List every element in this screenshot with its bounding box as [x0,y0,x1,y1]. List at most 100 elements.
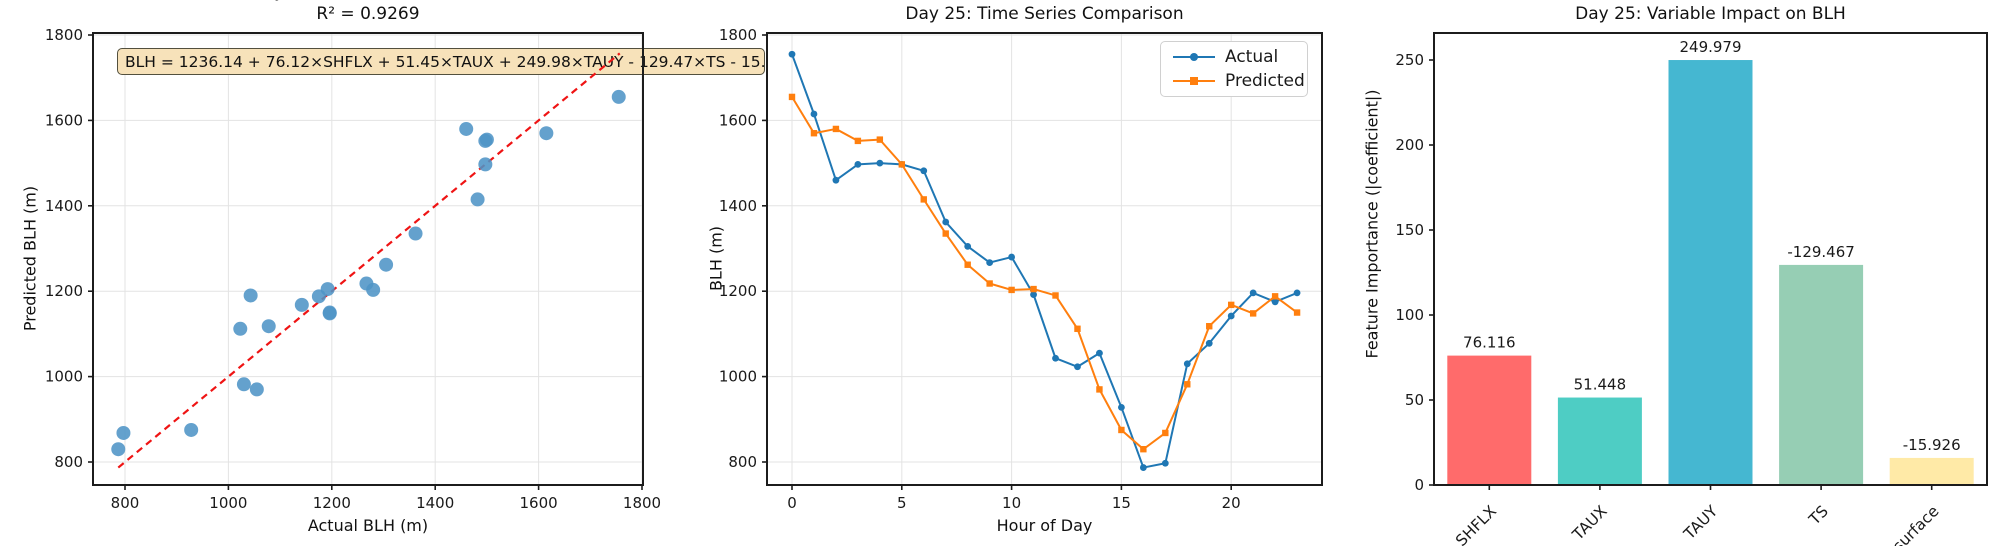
marker-circle [1030,291,1037,299]
series-line-actual [791,53,1298,469]
legend-row-actual: Actual [1173,47,1307,67]
bar-ts [1779,264,1864,485]
scatter-point [243,288,258,303]
tick-label-x: 1400 [416,494,454,512]
marker-square [1096,386,1103,393]
legend-label-predicted: Predicted [1225,71,1305,91]
bar-category-label: TS [1805,502,1832,529]
marker-square [810,130,818,137]
tick-label-y: 800 [728,453,757,471]
marker-circle [832,176,840,184]
marker-circle [1139,464,1147,471]
scatter-point [294,297,309,312]
tick-label-y: 0 [1414,476,1424,494]
marker-circle [810,110,818,118]
predicted-line-marker-icon [1173,76,1215,86]
middle-plot-ylabel: BLH (m) [706,225,726,292]
marker-circle [1271,298,1279,306]
marker-square [1249,310,1257,317]
left-plot-ylabel: Predicted BLH (m) [20,185,40,332]
tick-label-y: 150 [1395,221,1424,239]
tick-label-y: 1400 [719,197,757,215]
marker-circle [1008,253,1015,261]
tick-label-x: 1600 [520,494,558,512]
middle-plot-title: Day 25: Time Series Comparison [905,4,1184,24]
marker-square [1293,309,1301,316]
scatter-point [539,126,554,141]
right-plot-ylabel: Feature Importance (|coefficient|) [1362,89,1382,359]
scatter-point [111,442,126,457]
marker-circle [1096,349,1103,357]
marker-circle [986,259,994,266]
marker-square [1162,429,1169,437]
marker-circle [1118,403,1125,411]
marker-square [1184,381,1191,388]
marker-square [1052,292,1059,299]
marker-square [986,280,993,287]
tick-label-y: 200 [1395,136,1424,154]
scatter-point [236,377,251,392]
marker-square [898,161,905,168]
marker-square [1074,325,1081,332]
bar-category-label: SHFLX [1452,502,1500,546]
bar-shflx [1447,355,1532,485]
scatter-point [311,289,326,304]
scatter-point [470,192,485,207]
tick-label-x: 1200 [313,494,351,512]
marker-circle [1052,354,1059,362]
scatter-point [116,425,131,440]
marker-circle [942,218,950,226]
bar-value-label: -129.467 [1787,243,1854,261]
tick-label-y: 1200 [719,282,757,300]
bar-n2_surface [1889,457,1974,485]
marker-circle [854,160,862,168]
tick-label-x: 10 [1002,494,1021,512]
bar-tauy [1668,60,1753,485]
scatter-point [478,157,493,172]
marker-square [832,125,840,133]
marker-circle [788,50,796,58]
scatter-point [611,89,626,104]
bar-value-label: 249.979 [1679,38,1741,56]
marker-square [1228,301,1235,309]
tick-label-x: 0 [787,494,797,512]
tick-label-x: 20 [1222,494,1241,512]
bar-taux [1557,397,1642,485]
left-plot-xlabel: Actual BLH (m) [307,516,429,535]
marker-square [876,136,884,143]
marker-square [1008,286,1015,294]
bar-category-label: n2_surface [1870,502,1943,546]
scatter-point [322,305,337,320]
marker-circle [964,242,972,250]
marker-circle [1227,312,1235,320]
marker-circle [1205,339,1213,347]
marker-circle [1183,360,1191,368]
scatter-point [261,319,276,334]
tick-label-y: 1800 [45,26,83,44]
tick-label-x: 1000 [209,494,247,512]
marker-circle [1293,289,1301,297]
legend: Actual Predicted [1160,41,1308,97]
tick-label-y: 1000 [719,368,757,386]
tick-label-y: 1400 [45,197,83,215]
marker-square [1271,293,1279,300]
scatter-point [379,257,394,272]
tick-label-x: 800 [111,494,140,512]
marker-circle [1074,363,1081,371]
right-plot-spines [1433,32,1988,486]
bar-value-label: 76.116 [1463,334,1516,352]
tick-label-x: 15 [1112,494,1131,512]
tick-label-y: 100 [1395,306,1424,324]
bar-category-label: TAUY [1680,502,1722,544]
scatter-point [459,121,474,136]
tick-label-y: 250 [1395,51,1424,69]
legend-label-actual: Actual [1225,47,1279,67]
scatter-point [249,382,264,397]
marker-square [788,93,796,101]
identity-line [117,52,621,469]
scatter-point [479,132,494,147]
tick-label-y: 800 [54,453,83,471]
marker-square [1206,323,1213,330]
scatter-point [408,226,423,241]
